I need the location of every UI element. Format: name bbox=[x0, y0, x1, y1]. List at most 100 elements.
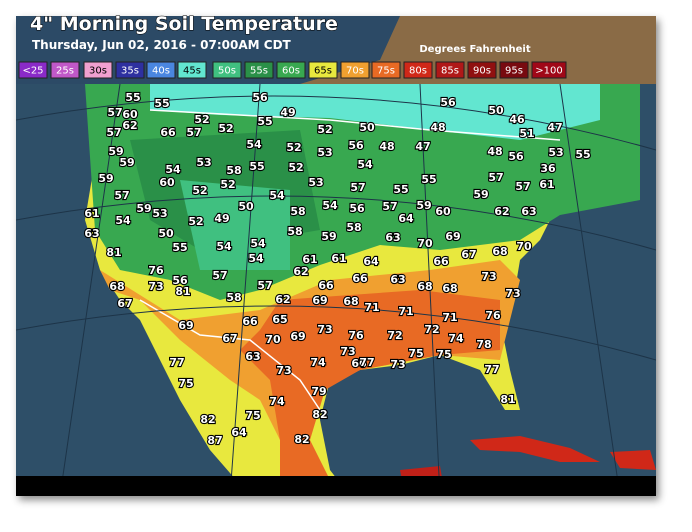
zone-50s bbox=[180, 180, 290, 270]
station-temperature: 58 bbox=[226, 164, 241, 177]
legend-label: >100 bbox=[535, 66, 562, 77]
station-temperature: 61 bbox=[539, 178, 554, 191]
station-temperature: 82 bbox=[312, 408, 327, 421]
legend-label: 30s bbox=[89, 66, 107, 77]
station-temperature: 67 bbox=[461, 248, 476, 261]
station-temperature: 53 bbox=[308, 176, 323, 189]
station-temperature: 65 bbox=[272, 313, 287, 326]
station-temperature: 58 bbox=[226, 291, 241, 304]
station-temperature: 76 bbox=[485, 309, 501, 322]
station-temperature: 74 bbox=[310, 356, 326, 369]
station-temperature: 74 bbox=[448, 332, 464, 345]
station-temperature: 57 bbox=[106, 126, 121, 139]
cuba bbox=[470, 436, 600, 462]
station-temperature: 66 bbox=[352, 272, 368, 285]
legend-label: 45s bbox=[183, 66, 201, 77]
station-temperature: 62 bbox=[494, 205, 509, 218]
station-temperature: 58 bbox=[290, 205, 305, 218]
legend-label: 60s bbox=[282, 66, 300, 77]
station-temperature: 57 bbox=[257, 279, 272, 292]
station-temperature: 59 bbox=[136, 202, 151, 215]
station-temperature: 57 bbox=[212, 269, 227, 282]
legend-swatch bbox=[308, 61, 338, 79]
bottom-strip bbox=[16, 476, 656, 496]
station-temperature: 54 bbox=[216, 240, 232, 253]
station-temperature: 70 bbox=[417, 237, 433, 250]
station-temperature: 53 bbox=[196, 156, 211, 169]
station-temperature: 52 bbox=[192, 184, 207, 197]
station-temperature: 57 bbox=[515, 180, 530, 193]
legend-label: 50s bbox=[218, 66, 236, 77]
legend-label: 95s bbox=[505, 66, 523, 77]
title: 4" Morning Soil Temperature bbox=[30, 13, 338, 35]
station-temperature: 55 bbox=[154, 97, 169, 110]
legend-swatch bbox=[340, 61, 370, 79]
station-temperature: 63 bbox=[521, 205, 536, 218]
legend-swatch bbox=[371, 61, 401, 79]
legend-label: 90s bbox=[473, 66, 491, 77]
station-temperature: 69 bbox=[312, 294, 327, 307]
station-temperature: 73 bbox=[505, 287, 520, 300]
station-temperature: 76 bbox=[148, 264, 164, 277]
station-temperature: 53 bbox=[152, 207, 167, 220]
station-temperature: 60 bbox=[435, 205, 451, 218]
station-temperature: 81 bbox=[175, 285, 190, 298]
station-temperature: 46 bbox=[509, 113, 525, 126]
legend-swatch bbox=[18, 61, 48, 79]
station-temperature: 52 bbox=[188, 215, 203, 228]
station-temperature: 66 bbox=[318, 279, 334, 292]
station-temperature: 64 bbox=[398, 212, 414, 225]
station-temperature: 54 bbox=[322, 199, 338, 212]
station-temperature: 55 bbox=[257, 115, 272, 128]
station-temperature: 63 bbox=[385, 231, 400, 244]
legend-swatch bbox=[244, 61, 274, 79]
legend-swatch bbox=[531, 61, 567, 79]
station-temperature: 54 bbox=[115, 214, 131, 227]
legend-swatch bbox=[115, 61, 145, 79]
station-temperature: 82 bbox=[200, 413, 215, 426]
station-temperature: 52 bbox=[288, 161, 303, 174]
station-temperature: 77 bbox=[359, 356, 374, 369]
station-temperature: 56 bbox=[440, 96, 456, 109]
station-temperature: 59 bbox=[119, 156, 134, 169]
border bbox=[149, 109, 561, 141]
station-temperature: 68 bbox=[442, 282, 457, 295]
station-temperature: 57 bbox=[488, 171, 503, 184]
station-temperature: 55 bbox=[575, 148, 590, 161]
station-temperature: 71 bbox=[398, 305, 413, 318]
station-temperature: 73 bbox=[340, 345, 355, 358]
station-temperature: 53 bbox=[317, 146, 332, 159]
station-temperature: 54 bbox=[165, 163, 181, 176]
station-temperature: 77 bbox=[484, 363, 499, 376]
station-temperature: 59 bbox=[98, 172, 113, 185]
subtitle: Thursday, Jun 02, 2016 - 07:00AM CDT bbox=[32, 38, 292, 52]
station-temperature: 72 bbox=[424, 323, 439, 336]
station-temperature: 60 bbox=[122, 108, 138, 121]
legend-swatch bbox=[499, 61, 529, 79]
station-temperature: 67 bbox=[117, 297, 132, 310]
legend-swatch bbox=[146, 61, 176, 79]
units: Degrees Fahrenheit bbox=[419, 44, 530, 55]
station-temperature: 74 bbox=[269, 395, 285, 408]
station-temperature: 66 bbox=[351, 357, 367, 370]
station-temperature: 69 bbox=[290, 330, 305, 343]
legend-label: 35s bbox=[121, 66, 139, 77]
station-temperature: 59 bbox=[473, 188, 488, 201]
station-temperature: 73 bbox=[317, 323, 332, 336]
legend-label: 65s bbox=[314, 66, 332, 77]
station-temperature: 60 bbox=[159, 176, 175, 189]
legend-swatch bbox=[435, 61, 465, 79]
station-temperature: 66 bbox=[242, 315, 258, 328]
map-body bbox=[16, 16, 656, 496]
zone-45s bbox=[150, 84, 600, 140]
station-temperature: 81 bbox=[106, 246, 121, 259]
graticule bbox=[16, 83, 656, 496]
station-temperature: 76 bbox=[348, 329, 364, 342]
legend-label: 55s bbox=[250, 66, 268, 77]
station-temperature: 63 bbox=[84, 227, 99, 240]
station-temperature: 68 bbox=[417, 280, 432, 293]
station-temperature: 55 bbox=[172, 241, 187, 254]
station-temperature: 64 bbox=[363, 255, 379, 268]
